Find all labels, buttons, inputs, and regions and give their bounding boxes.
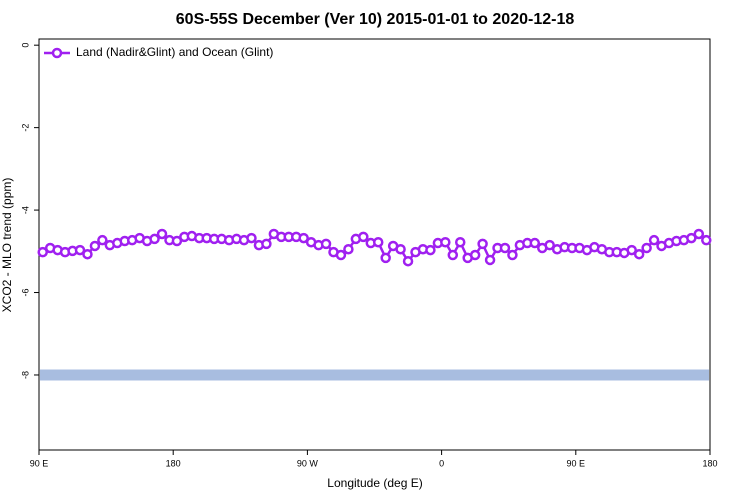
x-tick-label: 90 W bbox=[297, 458, 319, 468]
point bbox=[626, 244, 637, 256]
point bbox=[484, 254, 496, 266]
y-tick-label: -8 bbox=[20, 371, 30, 379]
point bbox=[156, 228, 168, 240]
point bbox=[641, 242, 652, 254]
point bbox=[335, 249, 347, 261]
point bbox=[499, 242, 511, 254]
point bbox=[477, 238, 488, 250]
point bbox=[395, 243, 406, 255]
y-axis-label: XCO2 - MLO trend (ppm) bbox=[0, 178, 14, 313]
x-tick-label: 180 bbox=[166, 458, 181, 468]
chart-title: 60S-55S December (Ver 10) 2015-01-01 to … bbox=[176, 11, 575, 28]
point bbox=[544, 239, 555, 251]
point bbox=[440, 236, 451, 248]
point bbox=[97, 234, 108, 246]
point bbox=[298, 232, 309, 244]
point bbox=[454, 236, 466, 248]
point bbox=[507, 249, 518, 261]
point bbox=[246, 232, 257, 244]
point bbox=[529, 237, 541, 249]
y-tick-label: 0 bbox=[20, 43, 30, 48]
point bbox=[74, 244, 86, 256]
point bbox=[343, 243, 354, 255]
point bbox=[89, 240, 101, 252]
point bbox=[149, 233, 160, 245]
point bbox=[648, 234, 660, 246]
point bbox=[82, 248, 93, 260]
legend-label: Land (Nadir&Glint) and Ocean (Glint) bbox=[76, 45, 273, 59]
point bbox=[686, 232, 697, 244]
legend-marker bbox=[51, 47, 63, 59]
x-tick-label: 90 E bbox=[567, 458, 586, 468]
point bbox=[447, 249, 459, 261]
y-tick-label: -2 bbox=[20, 124, 30, 132]
point bbox=[171, 235, 183, 247]
point bbox=[372, 236, 384, 248]
plot-frame bbox=[38, 38, 711, 451]
point bbox=[261, 238, 272, 250]
point bbox=[320, 238, 332, 250]
point bbox=[693, 228, 705, 240]
point bbox=[701, 234, 712, 246]
point bbox=[402, 255, 414, 267]
y-tick-label: -4 bbox=[20, 206, 30, 214]
x-tick-label: 0 bbox=[439, 458, 444, 468]
point bbox=[37, 246, 48, 258]
point bbox=[358, 231, 369, 243]
x-tick-label: 180 bbox=[702, 458, 717, 468]
point bbox=[380, 252, 391, 264]
point bbox=[425, 244, 436, 256]
y-tick-label: -6 bbox=[20, 289, 30, 297]
point bbox=[469, 249, 481, 261]
point bbox=[633, 248, 645, 260]
x-tick-label: 90 E bbox=[30, 458, 49, 468]
x-axis-label: Longitude (deg E) bbox=[327, 476, 422, 490]
